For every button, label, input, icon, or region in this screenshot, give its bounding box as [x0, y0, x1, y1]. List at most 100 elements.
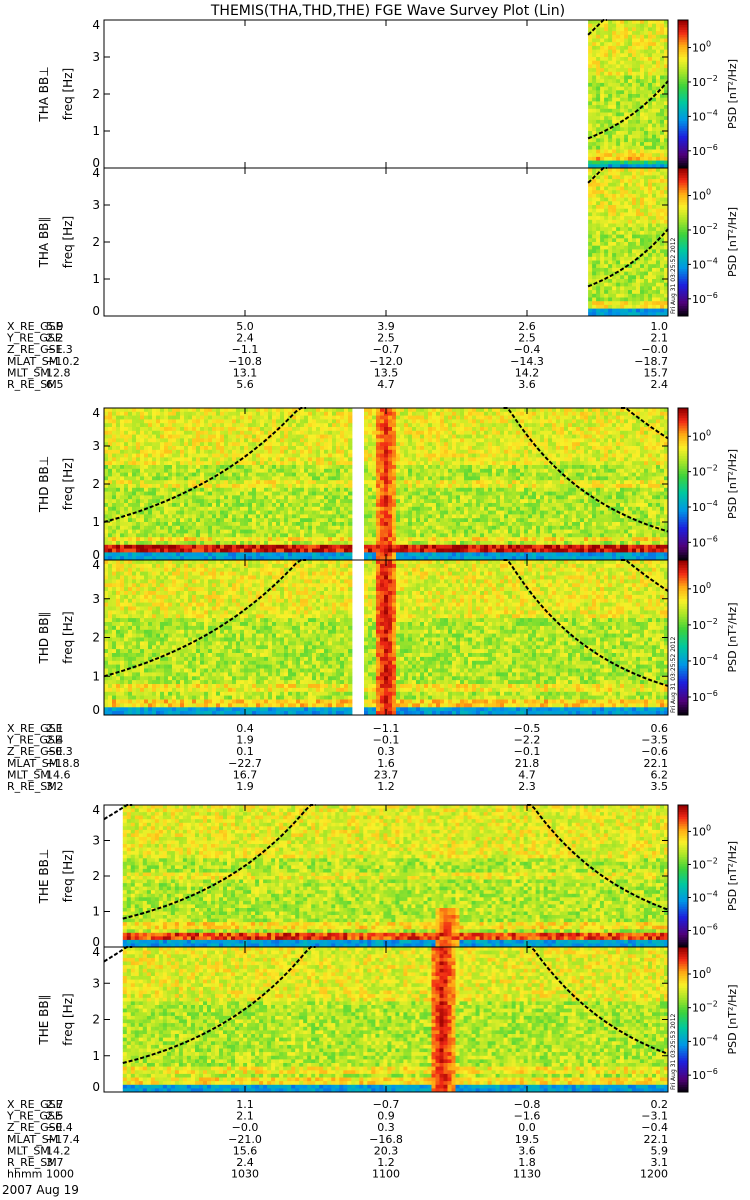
spectrogram-cell	[644, 253, 648, 257]
spectrogram-cell	[632, 161, 636, 165]
spectrogram-cell	[144, 503, 148, 507]
spectrogram-cell	[120, 446, 124, 450]
spectrogram-cell	[112, 507, 116, 511]
spectrogram-cell	[640, 68, 644, 72]
spectrogram-cell	[596, 290, 600, 294]
spectrogram-cell	[656, 113, 660, 117]
spectrogram-cell	[648, 194, 652, 198]
spectrogram-cell	[148, 488, 152, 492]
spectrogram-cell	[596, 116, 600, 120]
spectrogram-cell	[164, 514, 168, 518]
spectrogram-cell	[188, 419, 192, 423]
spectrogram-cell	[192, 416, 196, 420]
spectrogram-cell	[168, 492, 172, 496]
spectrogram-cell	[164, 533, 168, 537]
spectrogram-cell	[156, 457, 160, 461]
spectrogram-cell	[172, 499, 176, 503]
spectrogram-cell	[200, 469, 204, 473]
spectrogram-cell	[188, 416, 192, 420]
spectrogram-cell	[144, 469, 148, 473]
spectrogram-cell	[132, 480, 136, 484]
spectrogram-cell	[176, 545, 180, 549]
spectrogram-cell	[596, 205, 600, 209]
spectrogram-cell	[660, 68, 664, 72]
spectrogram-cell	[588, 261, 592, 265]
spectrogram-cell	[656, 24, 660, 28]
spectrogram-cell	[616, 309, 620, 313]
spectrogram-cell	[660, 35, 664, 39]
spectrogram-cell	[656, 290, 660, 294]
spectrogram-cell	[592, 294, 596, 298]
spectrogram-cell	[652, 183, 656, 187]
spectrogram-cell	[644, 305, 648, 309]
spectrogram-cell	[628, 94, 632, 98]
spectrogram-cell	[152, 495, 156, 499]
spectrogram-cell	[604, 290, 608, 294]
spectrogram-cell	[632, 220, 636, 224]
spectrogram-cell	[616, 116, 620, 120]
spectrogram-cell	[204, 431, 208, 435]
spectrogram-cell	[628, 283, 632, 287]
spectrogram-cell	[108, 507, 112, 511]
spectrogram-cell	[172, 438, 176, 442]
spectrogram-cell	[592, 39, 596, 43]
spectrogram-cell	[184, 503, 188, 507]
spectrogram-cell	[644, 172, 648, 176]
y-tick-label: 4	[92, 166, 100, 180]
spectrogram-cell	[612, 235, 616, 239]
spectrogram-cell	[616, 94, 620, 98]
spectrogram-cell	[600, 24, 604, 28]
spectrogram-cell	[616, 72, 620, 76]
spectrogram-cell	[640, 231, 644, 235]
spectrogram-cell	[612, 209, 616, 213]
spectrogram-cell	[644, 283, 648, 287]
spectrogram-cell	[136, 457, 140, 461]
spectrogram-cell	[108, 476, 112, 480]
spectrogram-cell	[172, 488, 176, 492]
spectrogram-cell	[660, 113, 664, 117]
spectrogram-cell	[152, 518, 156, 522]
spectrogram-cell	[608, 90, 612, 94]
spectrogram-cell	[164, 454, 168, 458]
spectrogram-cell	[168, 526, 172, 530]
spectrogram-cell	[604, 135, 608, 139]
spectrogram-cell	[632, 138, 636, 142]
spectrogram-cell	[116, 541, 120, 545]
spectrogram-cell	[188, 526, 192, 530]
spectrogram-cell	[176, 484, 180, 488]
spectrogram-cell	[640, 264, 644, 268]
spectrogram-cell	[136, 442, 140, 446]
spectrogram-cell	[116, 423, 120, 427]
spectrogram-cell	[632, 249, 636, 253]
spectrogram-cell	[608, 264, 612, 268]
spectrogram-cell	[128, 522, 132, 526]
spectrogram-cell	[640, 72, 644, 76]
spectrogram-cell	[624, 64, 628, 68]
spectrogram-cell	[596, 87, 600, 91]
spectrogram-cell	[160, 431, 164, 435]
spectrogram-cell	[648, 105, 652, 109]
spectrogram-cell	[172, 461, 176, 465]
spectrogram-cell	[648, 127, 652, 131]
spectrogram-cell	[660, 294, 664, 298]
spectrogram-cell	[144, 431, 148, 435]
spectrogram-cell	[124, 412, 128, 416]
spectrogram-cell	[632, 35, 636, 39]
spectrogram-cell	[656, 68, 660, 72]
spectrogram-cell	[624, 168, 628, 172]
spectrogram-cell	[620, 61, 624, 65]
spectrogram-cell	[656, 20, 660, 24]
spectrogram-cell	[620, 235, 624, 239]
spectrogram-cell	[172, 492, 176, 496]
spectrogram-cell	[196, 533, 200, 537]
spectrogram-cell	[620, 172, 624, 176]
spectrogram-cell	[160, 412, 164, 416]
spectrogram-cell	[132, 499, 136, 503]
spectrogram-cell	[632, 105, 636, 109]
spectrogram-cell	[588, 253, 592, 257]
spectrogram-cell	[652, 309, 656, 313]
spectrogram-cell	[168, 423, 172, 427]
spectrogram-cell	[144, 488, 148, 492]
spectrogram-cell	[636, 90, 640, 94]
spectrogram-cell	[612, 183, 616, 187]
